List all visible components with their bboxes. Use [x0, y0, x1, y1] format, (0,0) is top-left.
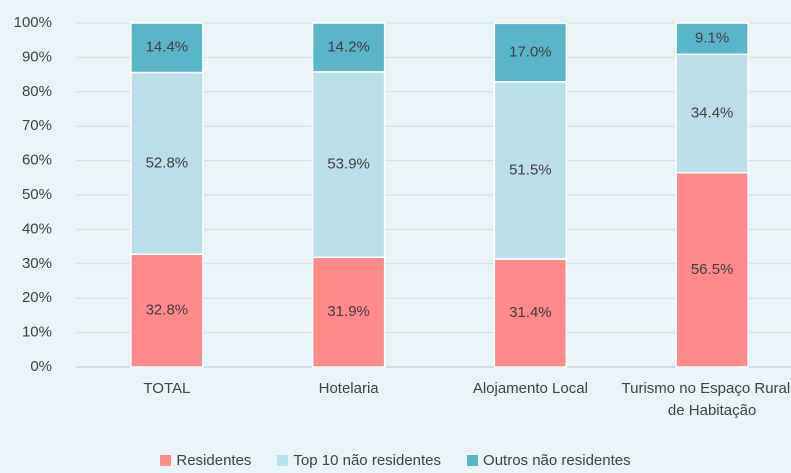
data-label: 52.8% [146, 154, 189, 171]
y-tick-label: 0% [30, 358, 52, 375]
y-tick-label: 60% [22, 152, 52, 169]
y-tick-label: 100% [14, 14, 52, 31]
legend-item: Outros não residentes [467, 452, 631, 469]
bar-segment [675, 171, 749, 368]
x-tick-label: Hotelaria [318, 380, 379, 397]
data-label: 31.4% [509, 304, 552, 321]
x-tick-label: TOTAL [143, 380, 191, 397]
y-tick-label: 10% [22, 324, 52, 341]
data-label: 17.0% [509, 44, 552, 61]
legend: Residentes Top 10 não residentes Outros nã… [0, 452, 791, 469]
bar-segment [675, 53, 749, 174]
data-label: 31.9% [327, 303, 370, 320]
bar-segment [675, 22, 749, 56]
y-tick-label: 80% [22, 83, 52, 100]
bar-segment [493, 81, 568, 260]
data-label: 14.2% [327, 38, 370, 55]
y-tick-label: 20% [22, 289, 52, 306]
bar-segment [130, 253, 204, 368]
bar-segment [311, 71, 386, 259]
data-label: 51.5% [509, 161, 552, 178]
legend-label: Residentes [176, 452, 252, 469]
legend-item: Top 10 não residentes [277, 452, 441, 469]
data-label: 32.8% [146, 302, 189, 319]
data-label: 56.5% [691, 261, 734, 278]
data-label: 53.9% [327, 156, 370, 173]
bar-segment [311, 22, 386, 73]
y-tick-label: 90% [22, 48, 52, 65]
legend-label: Top 10 não residentes [293, 452, 442, 469]
legend-swatch [160, 455, 172, 466]
data-label: 14.4% [146, 39, 189, 56]
bar-segment [493, 22, 568, 83]
x-tick-label: Turismo no Espaço Rural e de Habitação [621, 380, 791, 419]
bar-segment [493, 258, 568, 368]
legend-item: Residentes [160, 452, 251, 469]
y-tick-label: 70% [22, 117, 52, 134]
bar-segment [130, 22, 204, 74]
legend-swatch [467, 455, 479, 466]
bar-segment [311, 256, 386, 368]
data-label: 34.4% [691, 104, 734, 121]
x-tick-label: Alojamento Local [472, 380, 588, 397]
y-tick-label: 30% [22, 255, 52, 272]
data-label: 9.1% [695, 30, 729, 47]
y-tick-label: 50% [22, 186, 52, 203]
legend-swatch [277, 455, 289, 466]
legend-label: Outros não residentes [483, 452, 631, 469]
bar-segment [130, 71, 204, 255]
y-tick-label: 40% [22, 220, 52, 237]
